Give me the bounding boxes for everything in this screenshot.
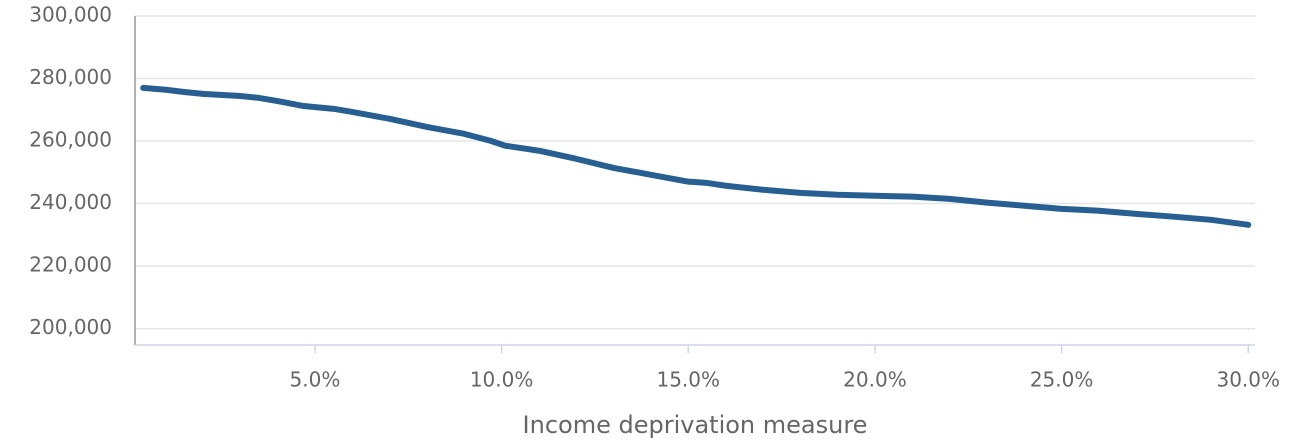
line bbox=[140, 84, 1252, 228]
x-tick-label: 15.0% bbox=[656, 368, 720, 392]
x-axis-title: Income deprivation measure bbox=[523, 411, 868, 439]
y-tick-label: 260,000 bbox=[29, 128, 112, 152]
y-tick-label: 200,000 bbox=[29, 315, 112, 339]
y-tick-label: 240,000 bbox=[29, 190, 112, 214]
x-tick-label: 10.0% bbox=[470, 368, 534, 392]
y-tick-label: 220,000 bbox=[29, 253, 112, 277]
x-tick-label: 25.0% bbox=[1030, 368, 1094, 392]
y-tick-label: 300,000 bbox=[29, 3, 112, 27]
x-tick-label: 20.0% bbox=[843, 368, 907, 392]
y-tick-label: 280,000 bbox=[29, 65, 112, 89]
x-tick-label: 30.0% bbox=[1216, 368, 1280, 392]
x-tick-label: 5.0% bbox=[290, 368, 341, 392]
